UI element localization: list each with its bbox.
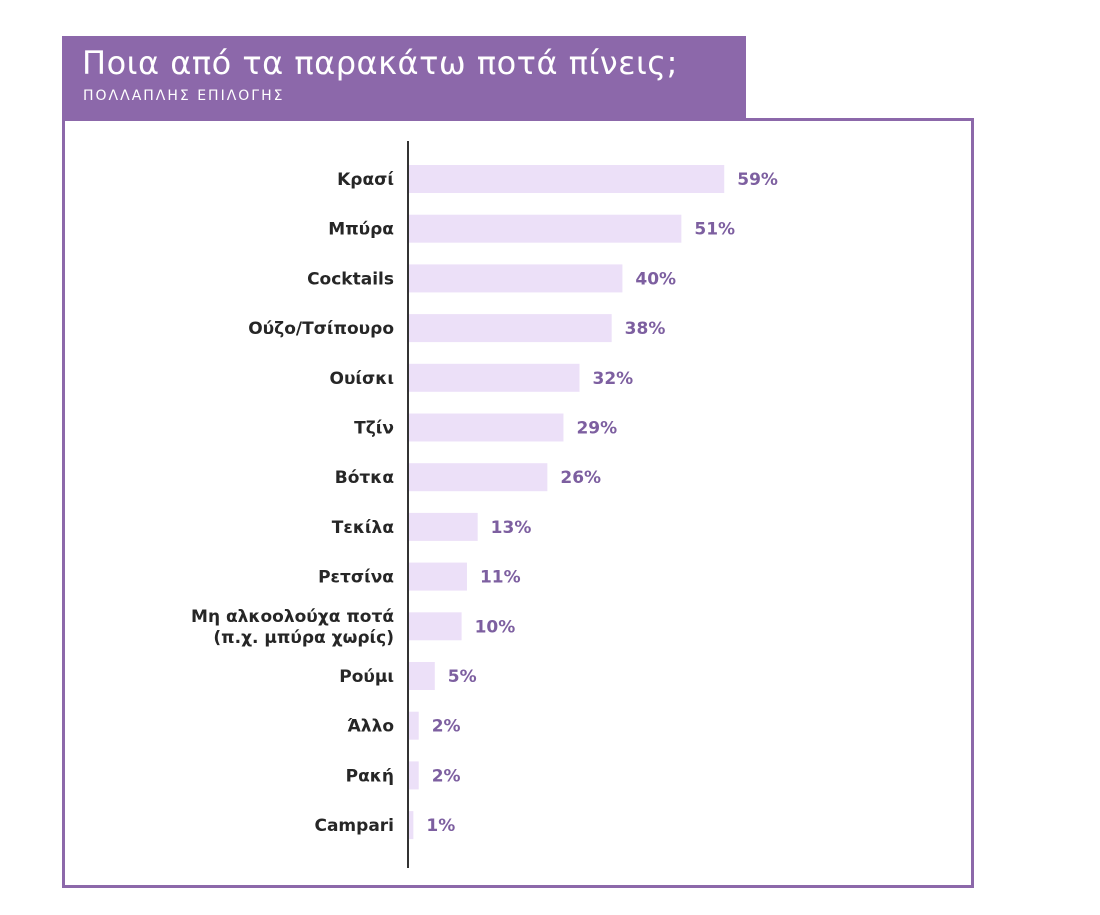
category-label: Ουίσκι — [330, 369, 395, 389]
category-label: Κρασί — [337, 170, 394, 190]
category-label: Άλλο — [347, 717, 394, 737]
bar — [408, 314, 612, 343]
bar — [408, 264, 623, 293]
category-label: Campari — [314, 816, 394, 836]
value-label: 2% — [432, 766, 461, 786]
value-label: 1% — [426, 816, 455, 836]
value-label: 5% — [448, 667, 477, 687]
category-label: Τζίν — [354, 419, 394, 439]
bar — [408, 662, 435, 690]
bar — [408, 612, 462, 641]
bar — [408, 165, 725, 193]
chart-frame — [62, 118, 974, 888]
value-label: 10% — [475, 617, 516, 637]
value-label: 29% — [576, 419, 617, 439]
bar — [408, 413, 564, 442]
bar — [408, 214, 682, 243]
chart-header: Ποια από τα παρακάτω ποτά πίνεις; ΠΟΛΛΑΠ… — [62, 36, 746, 120]
bar — [408, 811, 414, 840]
category-label: Ρακή — [346, 766, 394, 786]
bar — [408, 512, 478, 541]
value-label: 59% — [737, 170, 778, 190]
category-label: Cocktails — [307, 269, 394, 289]
category-label: Μπύρα — [328, 220, 394, 240]
value-label: 11% — [480, 568, 521, 588]
bar — [408, 711, 419, 740]
chart-subtitle: ΠΟΛΛΑΠΛΗΣ ΕΠΙΛΟΓΗΣ — [83, 88, 285, 104]
bar — [408, 363, 580, 392]
chart-title: Ποια από τα παρακάτω ποτά πίνεις; — [82, 44, 678, 82]
bar — [408, 562, 467, 591]
value-label: 26% — [560, 468, 601, 488]
category-label: (π.χ. μπύρα χωρίς) — [213, 628, 394, 648]
bar — [408, 463, 548, 492]
category-label: Μη αλκοολούχα ποτά — [191, 607, 394, 627]
category-label: Ρετσίνα — [318, 568, 394, 588]
category-label: Τεκίλα — [332, 518, 394, 538]
value-label: 40% — [635, 269, 676, 289]
value-label: 51% — [694, 220, 735, 240]
category-label: Ούζο/Τσίπουρο — [248, 319, 394, 339]
value-label: 38% — [625, 319, 666, 339]
value-label: 13% — [491, 518, 532, 538]
bar — [408, 761, 419, 790]
value-label: 32% — [593, 369, 634, 389]
value-label: 2% — [432, 717, 461, 737]
category-label: Βότκα — [335, 468, 394, 488]
category-label: Ρούμι — [339, 667, 394, 687]
